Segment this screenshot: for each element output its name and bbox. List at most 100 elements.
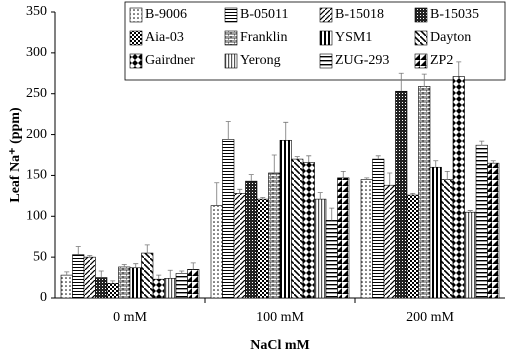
error-bar — [433, 160, 439, 168]
bar — [210, 205, 223, 299]
legend-label: Franklin — [240, 30, 287, 45]
y-tick-label: 250 — [26, 86, 47, 101]
bar — [245, 180, 258, 299]
error-bar — [87, 255, 93, 258]
y-tick-label: 50 — [33, 249, 47, 264]
error-bar — [179, 270, 185, 274]
error-bar — [237, 188, 243, 194]
error-bar — [364, 177, 370, 180]
y-tick-label: 100 — [26, 209, 47, 224]
bar — [72, 254, 85, 299]
bar — [302, 162, 315, 299]
bar — [83, 256, 96, 299]
error-bar — [317, 192, 323, 200]
bar — [279, 139, 292, 299]
error-bar — [456, 61, 462, 77]
x-axis-label: NaCl mM — [250, 338, 310, 353]
legend-label: ZP2 — [430, 53, 453, 68]
error-bar — [375, 155, 381, 160]
bar — [118, 266, 131, 299]
error-bar — [75, 246, 81, 255]
bar — [360, 179, 373, 299]
x-tick-label: 200 mM — [406, 310, 454, 325]
bar — [60, 274, 73, 299]
x-tick-label: 0 mM — [113, 310, 147, 325]
error-bar — [271, 154, 277, 173]
bar — [406, 194, 419, 299]
error-bar — [248, 174, 254, 182]
error-bar — [144, 244, 150, 254]
legend-label: B-15018 — [335, 7, 384, 22]
bar — [152, 278, 165, 299]
legend-swatch — [319, 7, 333, 23]
error-bar — [479, 140, 485, 146]
bar — [464, 211, 477, 299]
error-bar — [260, 197, 266, 200]
error-bar — [410, 193, 416, 196]
bar — [441, 179, 454, 299]
y-tick-label: 350 — [26, 4, 47, 19]
error-bar — [64, 271, 70, 276]
bar — [175, 273, 188, 299]
bar — [395, 90, 408, 299]
legend-label: B-15035 — [430, 7, 479, 22]
error-bar — [467, 210, 473, 213]
error-bar — [444, 170, 450, 180]
error-bar — [121, 264, 127, 267]
legend-label: B-05011 — [240, 7, 288, 22]
error-bar — [306, 155, 312, 163]
legend-swatch — [414, 53, 428, 69]
bar — [106, 282, 119, 299]
legend-label: Yerong — [240, 53, 281, 68]
bar — [418, 86, 431, 299]
error-bar — [156, 274, 162, 280]
legend-swatch — [224, 53, 238, 69]
error-bar — [294, 156, 300, 160]
error-bar — [283, 121, 289, 141]
legend-label: Gairdner — [145, 53, 195, 68]
error-bar — [214, 182, 220, 206]
bar — [268, 172, 281, 299]
legend-label: ZUG-293 — [335, 53, 389, 68]
y-tick-label: 0 — [40, 290, 47, 305]
legend-swatch — [224, 30, 238, 46]
legend-swatch — [129, 7, 143, 23]
error-bar — [387, 172, 393, 186]
bar — [314, 198, 327, 299]
bar — [164, 278, 177, 299]
legend-label: YSM1 — [335, 30, 372, 45]
legend-swatch — [319, 30, 333, 46]
error-bar — [490, 160, 496, 164]
bar — [141, 252, 154, 299]
bar — [372, 158, 385, 299]
error-bar — [133, 263, 139, 268]
legend-swatch — [319, 53, 333, 69]
bar — [256, 198, 269, 299]
legend-swatch — [224, 7, 238, 23]
bar — [187, 269, 200, 299]
error-bar — [98, 270, 104, 278]
bar — [337, 177, 350, 299]
error-bar — [190, 262, 196, 270]
legend-swatch — [129, 30, 143, 46]
y-tick-label: 300 — [26, 45, 47, 60]
y-tick-label: 200 — [26, 127, 47, 142]
bar — [291, 158, 304, 299]
bar — [233, 193, 246, 299]
legend-swatch — [414, 30, 428, 46]
error-bar — [225, 121, 231, 140]
legend-swatch — [414, 7, 428, 23]
legend-label: Aia-03 — [145, 30, 184, 45]
bar — [222, 139, 235, 299]
error-bar — [167, 269, 173, 279]
bar — [487, 162, 500, 299]
legend-label: Dayton — [430, 30, 471, 45]
error-bar — [398, 72, 404, 92]
bar — [452, 76, 465, 299]
bar — [129, 267, 142, 299]
legend-swatch — [129, 53, 143, 69]
bar — [475, 144, 488, 299]
error-bar — [329, 207, 335, 221]
bar — [383, 184, 396, 299]
